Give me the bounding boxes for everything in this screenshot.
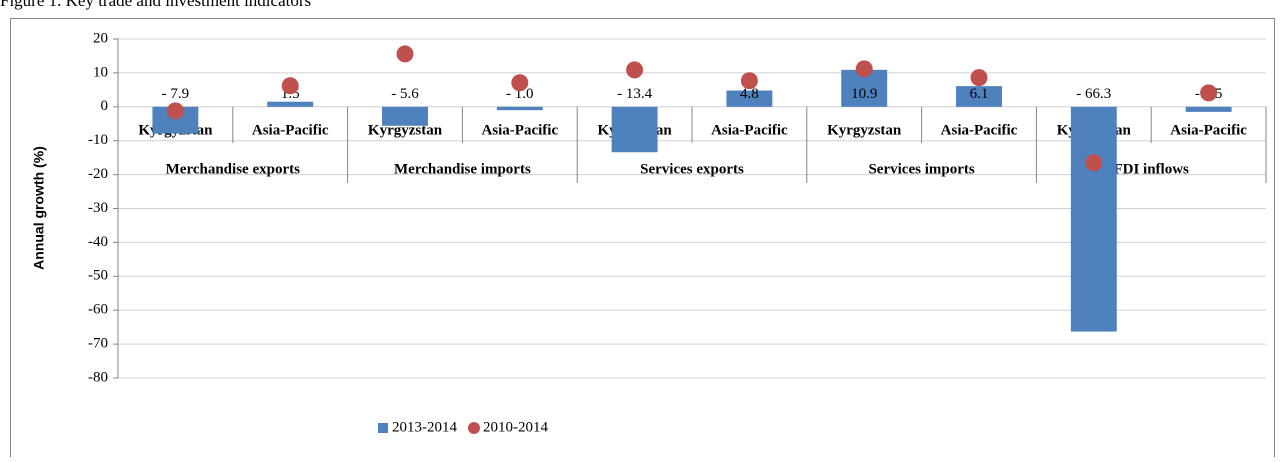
y-tick-label: -20 [88,166,108,182]
dot [281,77,299,95]
bar [611,106,658,153]
bar [726,90,773,107]
chart-title: Figure 1. Key trade and investment indic… [0,0,311,10]
x-tick-label: Kyrgyzstan [368,122,443,138]
x-tick-label: Asia-Pacific [1170,122,1247,138]
legend-swatch [378,423,388,433]
data-label: 10.9 [851,86,877,102]
dot [740,72,758,90]
data-label: - 7.9 [162,86,190,102]
dot [855,60,873,78]
y-tick-label: -40 [88,234,108,250]
dot [626,61,644,79]
bar [267,101,314,107]
dot [511,74,529,92]
group-label: Services exports [640,161,744,177]
legend-swatch [468,422,480,434]
legend-label: 2013-2014 [392,419,457,435]
data-label: - 66.3 [1076,86,1111,102]
x-tick-label: Asia-Pacific [941,122,1018,138]
bar [1070,106,1117,332]
bar [1185,106,1232,112]
group-label: FDI inflows [1113,161,1189,177]
data-label: - 1.0 [506,86,534,102]
y-tick-label: -60 [88,302,108,318]
group-label: Merchandise exports [166,161,300,177]
y-tick-label: -80 [88,369,108,385]
x-tick-label: Asia-Pacific [481,122,558,138]
data-label: - 5.6 [391,86,419,102]
dot [166,102,184,120]
data-label: 6.1 [970,86,989,102]
dot [1200,84,1218,102]
group-label: Services imports [868,161,974,177]
data-label: - 13.4 [617,86,652,102]
dot [396,45,414,63]
legend-label: 2010-2014 [483,419,548,435]
y-tick-label: -30 [88,200,108,216]
group-label: Merchandise imports [394,161,531,177]
x-tick-label: Kyrgyzstan [827,122,902,138]
bar [496,106,543,111]
y-tick-label: -70 [88,336,108,352]
bar [382,106,428,126]
y-tick-label: 0 [101,98,109,114]
x-tick-label: Asia-Pacific [252,122,329,138]
y-tick-label: -50 [88,268,108,284]
y-tick-label: 20 [93,30,108,46]
data-label: 4.8 [740,86,759,102]
bar [956,86,1002,107]
dot [970,69,988,87]
y-tick-label: -10 [88,132,108,148]
y-tick-label: 10 [93,64,108,80]
y-axis-label: Annual growth (%) [31,146,47,270]
x-tick-label: Asia-Pacific [711,122,788,138]
dot [1085,154,1103,172]
